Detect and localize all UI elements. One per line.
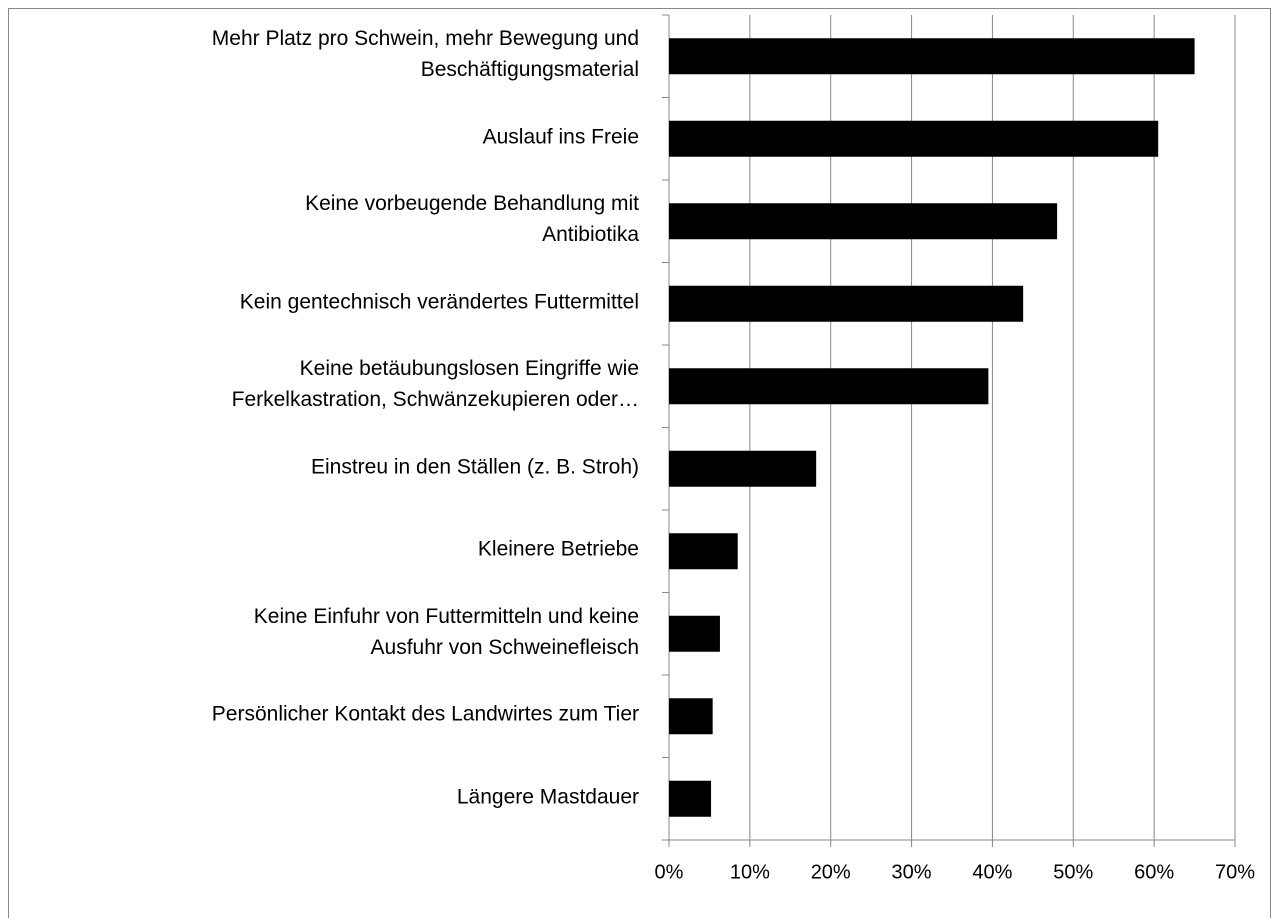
- x-tick-label: 60%: [1134, 861, 1174, 883]
- bar: [669, 38, 1195, 75]
- bar: [669, 533, 738, 570]
- y-tick-label: Einstreu in den Ställen (z. B. Stroh): [311, 455, 639, 479]
- bar: [669, 780, 712, 817]
- x-tick-label: 30%: [892, 861, 932, 883]
- x-tick-label: 70%: [1215, 861, 1255, 883]
- x-tick-label: 20%: [811, 861, 851, 883]
- y-tick-label: Keine betäubungslosen Eingriffe wie Ferk…: [231, 357, 639, 412]
- x-tick-label: 10%: [730, 861, 770, 883]
- bar: [669, 698, 713, 735]
- bar: [669, 450, 817, 487]
- bar: [669, 120, 1159, 157]
- y-tick-label: Längere Mastdauer: [456, 785, 639, 809]
- bar: [669, 203, 1058, 240]
- y-tick-label: Auslauf ins Freie: [482, 125, 639, 149]
- bar: [669, 285, 1024, 322]
- y-tick-label: Keine Einfuhr von Futtermitteln und kein…: [253, 604, 639, 659]
- y-tick-label: Kleinere Betriebe: [477, 537, 639, 561]
- y-tick-label: Mehr Platz pro Schwein, mehr Bewegung un…: [211, 27, 639, 82]
- bar: [669, 368, 989, 405]
- x-tick-label: 0%: [655, 861, 684, 883]
- y-tick-label: Persönlicher Kontakt des Landwirtes zum …: [211, 702, 639, 726]
- x-tick-label: 40%: [972, 861, 1012, 883]
- y-tick-label: Kein gentechnisch verändertes Futtermitt…: [239, 290, 639, 314]
- bar: [669, 615, 720, 652]
- y-tick-label: Keine vorbeugende Behandlung mit Antibio…: [305, 192, 639, 247]
- x-tick-label: 50%: [1053, 861, 1093, 883]
